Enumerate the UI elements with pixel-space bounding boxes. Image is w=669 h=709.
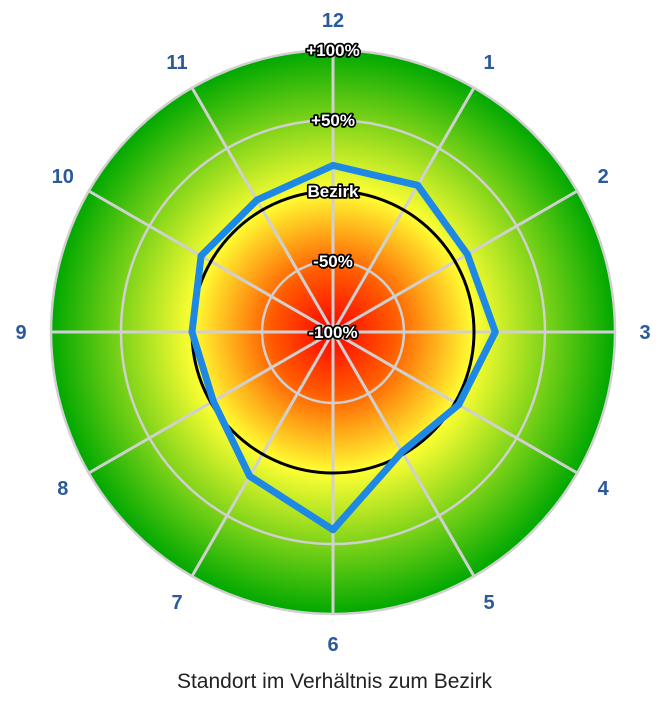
category-label-4: 4 bbox=[598, 478, 610, 500]
ring-labels: -100% -50% Bezirk +50% +100% bbox=[305, 39, 362, 344]
category-label-9: 9 bbox=[15, 322, 26, 344]
standort-series-line bbox=[188, 161, 499, 534]
category-label-10: 10 bbox=[52, 166, 74, 188]
ring-label-4: +100% bbox=[306, 41, 359, 60]
category-label-11: 11 bbox=[166, 52, 187, 74]
ring-label-3: +50% bbox=[311, 111, 355, 130]
ring-label-1: -50% bbox=[313, 252, 353, 271]
ring-label-0: -100% bbox=[308, 323, 357, 342]
category-label-12: 12 bbox=[322, 10, 344, 32]
category-label-1: 1 bbox=[483, 52, 494, 74]
category-label-7: 7 bbox=[171, 592, 182, 614]
category-label-3: 3 bbox=[639, 322, 650, 344]
category-label-5: 5 bbox=[483, 592, 494, 614]
ring-label-2: Bezirk bbox=[307, 182, 359, 201]
category-label-2: 2 bbox=[598, 166, 609, 188]
category-label-6: 6 bbox=[327, 634, 338, 656]
category-label-8: 8 bbox=[57, 478, 68, 500]
chart-caption: Standort im Verhältnis zum Bezirk bbox=[176, 670, 493, 693]
